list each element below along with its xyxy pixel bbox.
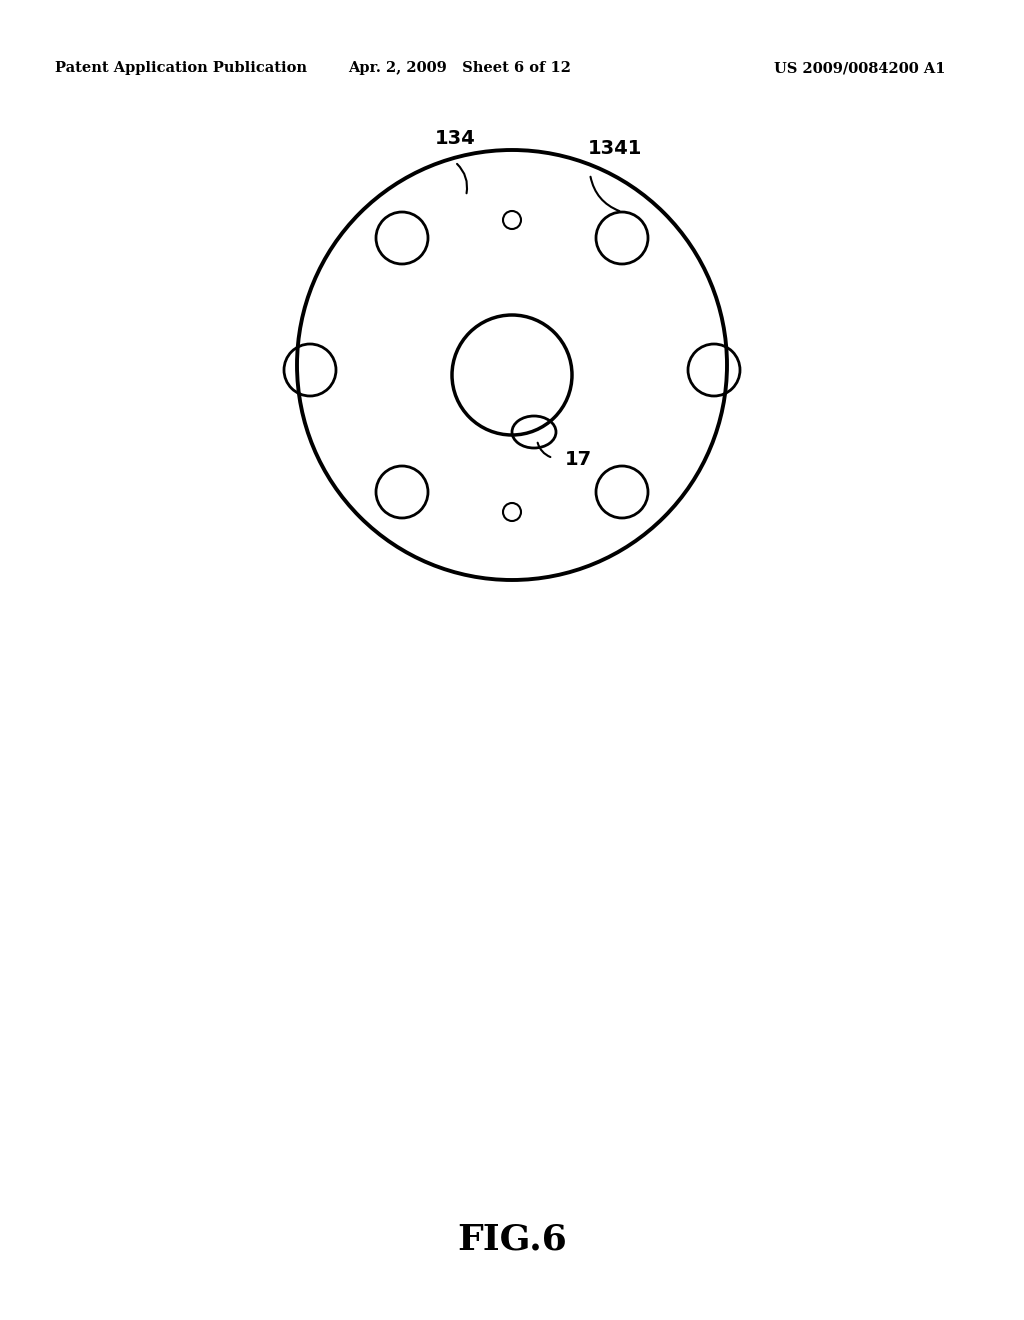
Text: FIG.6: FIG.6 — [457, 1224, 567, 1257]
Text: 134: 134 — [434, 129, 475, 148]
Text: Patent Application Publication: Patent Application Publication — [55, 61, 307, 75]
Text: 17: 17 — [565, 450, 592, 469]
Text: Apr. 2, 2009   Sheet 6 of 12: Apr. 2, 2009 Sheet 6 of 12 — [348, 61, 571, 75]
Text: 1341: 1341 — [588, 139, 642, 158]
Text: US 2009/0084200 A1: US 2009/0084200 A1 — [774, 61, 946, 75]
